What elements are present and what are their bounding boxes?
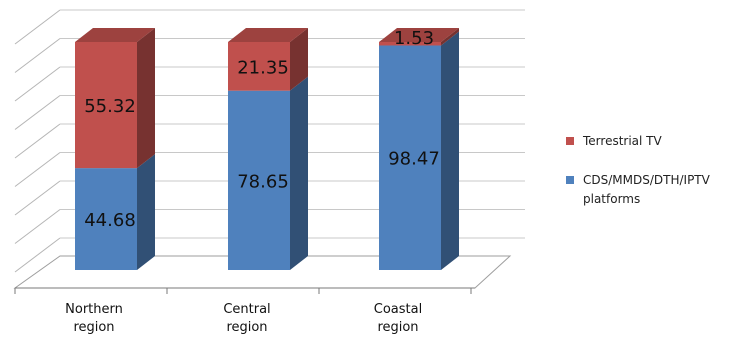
bar-side-terrestrial-tv <box>137 28 155 168</box>
gridline-wall <box>15 153 60 187</box>
bar-side-cds-mmds-dth-iptv-platforms <box>441 31 459 270</box>
x-tick-labels: Northern region Central region Coastal region <box>65 302 422 335</box>
chart-legend: Terrestrial TV CDS/MMDS/DTH/IPTV platfor… <box>566 132 746 229</box>
bar-side-cds-mmds-dth-iptv-platforms <box>137 154 155 270</box>
data-label: 1.53 <box>394 28 434 49</box>
data-label: 21.35 <box>237 57 289 78</box>
gridline-wall <box>15 181 60 215</box>
data-label: 98.47 <box>388 149 440 170</box>
x-tick-label-line: Central <box>223 302 270 317</box>
x-tick-label-line: region <box>226 320 267 335</box>
bar-side-cds-mmds-dth-iptv-platforms <box>290 77 308 270</box>
x-tick-label-line: Coastal <box>374 302 422 317</box>
legend-swatch-platforms <box>566 176 574 184</box>
legend-item-terrestrial: Terrestrial TV <box>566 132 746 151</box>
x-tick-label: Coastal region <box>374 302 422 335</box>
gridline-wall <box>15 238 60 272</box>
data-label: 55.32 <box>84 96 136 117</box>
gridline-wall <box>15 67 60 101</box>
legend-label-platforms: CDS/MMDS/DTH/IPTV platforms <box>583 173 710 206</box>
x-tick-label: Northern region <box>65 302 123 335</box>
gridline-wall <box>15 124 60 158</box>
legend-swatch-terrestrial <box>566 137 574 145</box>
x-tick-label-line: Northern <box>65 302 123 317</box>
x-tick-label-line: region <box>377 320 418 335</box>
gridline-wall <box>15 210 60 244</box>
legend-item-platforms: CDS/MMDS/DTH/IPTV platforms <box>566 171 746 209</box>
legend-label-terrestrial: Terrestrial TV <box>583 134 662 148</box>
x-tick-label-line: region <box>73 320 114 335</box>
gridline-wall <box>15 39 60 73</box>
x-tick-label: Central region <box>223 302 270 335</box>
data-label: 78.65 <box>237 171 289 192</box>
data-label: 44.68 <box>84 210 136 231</box>
gridline-wall <box>15 96 60 130</box>
gridline-wall <box>15 10 60 44</box>
